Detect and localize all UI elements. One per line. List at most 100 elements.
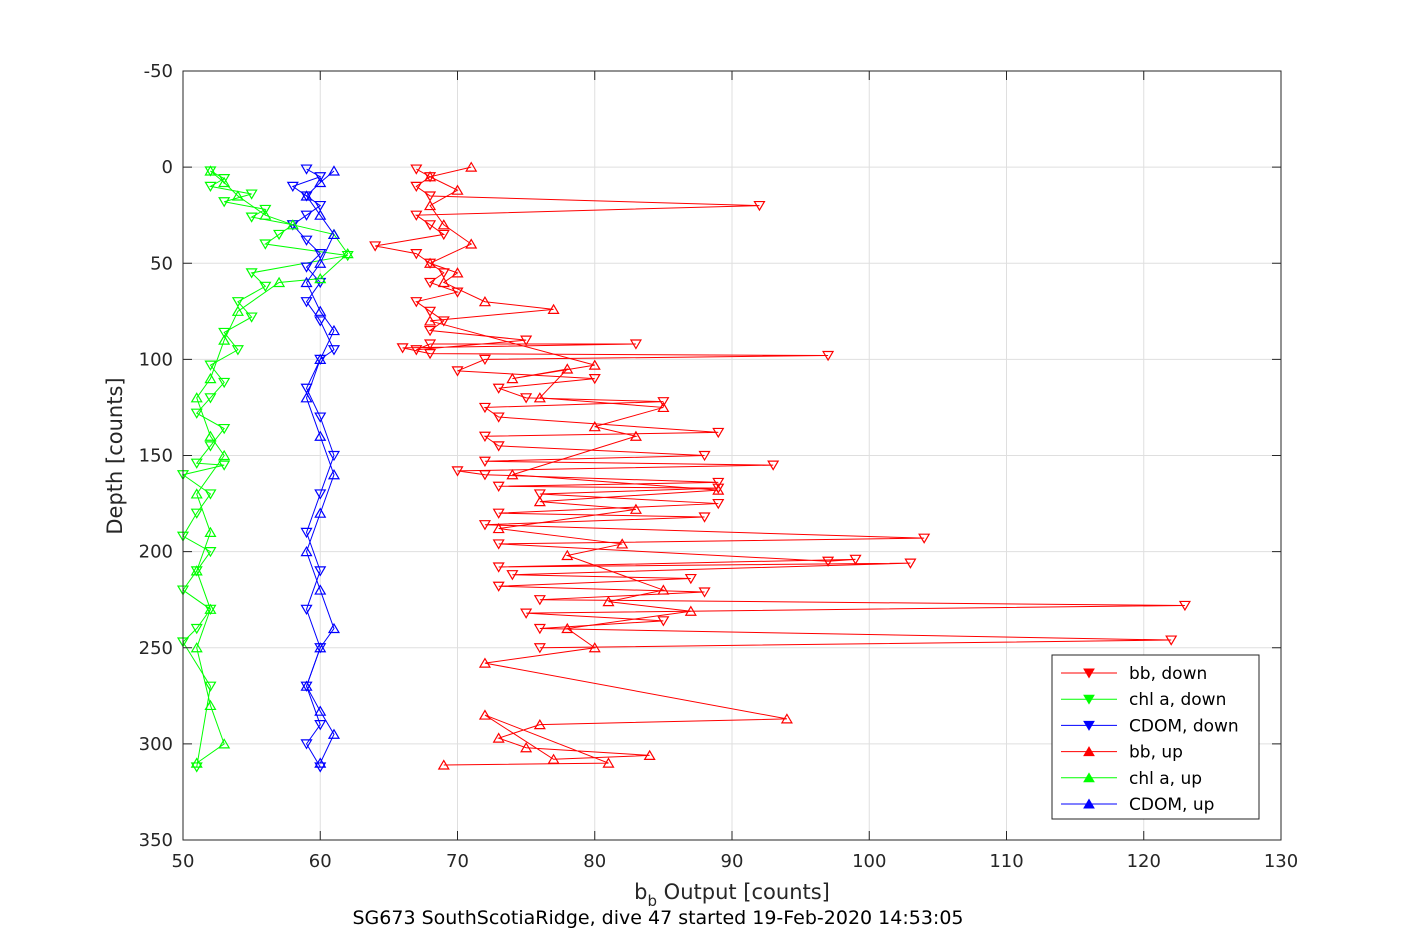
data-point	[424, 171, 437, 182]
y-tick-label: 300	[139, 734, 173, 755]
data-point	[218, 423, 231, 435]
data-point	[533, 489, 546, 500]
legend-entry: chl a, up	[1061, 769, 1202, 789]
data-point	[712, 498, 725, 510]
data-point	[300, 235, 313, 246]
legend-label: bb, down	[1129, 664, 1207, 684]
data-point	[314, 584, 327, 595]
data-point	[190, 623, 203, 635]
data-point	[588, 374, 601, 385]
data-point	[588, 420, 601, 432]
data-point	[492, 732, 505, 743]
data-point	[492, 539, 505, 550]
legend-label: chl a, down	[1129, 690, 1226, 710]
data-point	[190, 565, 203, 576]
y-tick-label: 150	[139, 446, 173, 467]
data-point	[1178, 600, 1191, 612]
data-point	[231, 305, 244, 316]
data-point	[478, 296, 491, 307]
x-tick-label: 90	[721, 851, 744, 872]
y-tick-label: 350	[139, 830, 173, 851]
data-point	[451, 267, 464, 278]
data-point	[478, 354, 491, 366]
x-axis-label-subscript: b	[647, 892, 657, 910]
data-point	[602, 757, 615, 768]
data-point	[492, 412, 505, 423]
data-point	[314, 642, 327, 653]
data-point	[533, 392, 546, 403]
legend-entry: bb, up	[1061, 743, 1183, 763]
data-point	[451, 287, 464, 298]
data-point	[300, 297, 313, 308]
data-point	[314, 249, 327, 260]
data-point	[520, 742, 533, 753]
legend-marker	[1083, 694, 1095, 705]
data-point	[300, 190, 313, 201]
data-point	[451, 184, 464, 195]
data-point	[437, 759, 450, 770]
data-point	[753, 200, 766, 212]
data-point	[204, 699, 217, 711]
series-line	[196, 170, 349, 764]
series-line	[375, 168, 1185, 649]
data-point	[204, 526, 217, 538]
data-point	[314, 705, 327, 716]
data-point	[204, 547, 217, 558]
data-point	[396, 343, 409, 354]
data-point	[506, 469, 519, 480]
data-point	[424, 220, 437, 231]
data-point	[314, 720, 327, 731]
data-point	[327, 469, 341, 480]
data-point	[629, 430, 642, 441]
data-point	[561, 363, 574, 374]
y-axis-label: Depth [counts]	[103, 377, 127, 534]
data-point	[341, 247, 354, 259]
legend-label: CDOM, down	[1129, 716, 1239, 736]
data-point	[767, 460, 780, 471]
data-point	[190, 488, 203, 499]
data-point	[314, 209, 327, 220]
data-point	[259, 239, 272, 250]
legend-box	[1051, 654, 1260, 820]
data-point	[314, 305, 327, 316]
data-point	[657, 616, 670, 627]
data-point	[410, 181, 423, 193]
data-point	[437, 276, 450, 288]
data-point	[780, 713, 793, 724]
data-point	[506, 570, 519, 581]
data-point	[520, 608, 533, 619]
data-point	[410, 297, 423, 308]
data-point	[533, 595, 546, 606]
data-point	[424, 306, 437, 317]
data-point	[547, 303, 560, 314]
data-point	[424, 257, 437, 268]
data-point	[437, 316, 450, 327]
grid	[183, 71, 1281, 840]
data-point	[259, 204, 272, 216]
legend-marker	[1083, 798, 1095, 809]
data-point	[286, 181, 299, 193]
data-point	[492, 562, 505, 573]
data-point	[492, 481, 505, 492]
data-point	[218, 460, 231, 471]
ticks: 50 60 70 80 90 100 110 120 130 -50 0 50 100 150 200 250…	[139, 61, 1299, 872]
x-axis-label: bb Output [counts]	[634, 880, 830, 910]
data-point	[492, 581, 505, 592]
data-point	[327, 228, 341, 240]
data-point	[629, 339, 642, 350]
data-point	[520, 393, 533, 404]
data-point	[492, 383, 505, 394]
data-point	[684, 605, 697, 616]
data-point	[218, 334, 231, 345]
data-point	[657, 584, 670, 595]
data-point	[657, 397, 670, 408]
data-point	[314, 566, 327, 577]
data-point	[314, 200, 327, 212]
data-point	[327, 728, 341, 739]
data-point	[478, 657, 491, 668]
data-point	[300, 392, 313, 403]
data-point	[533, 623, 546, 635]
data-point	[465, 238, 478, 249]
data-point	[314, 489, 327, 500]
data-point	[424, 339, 437, 350]
